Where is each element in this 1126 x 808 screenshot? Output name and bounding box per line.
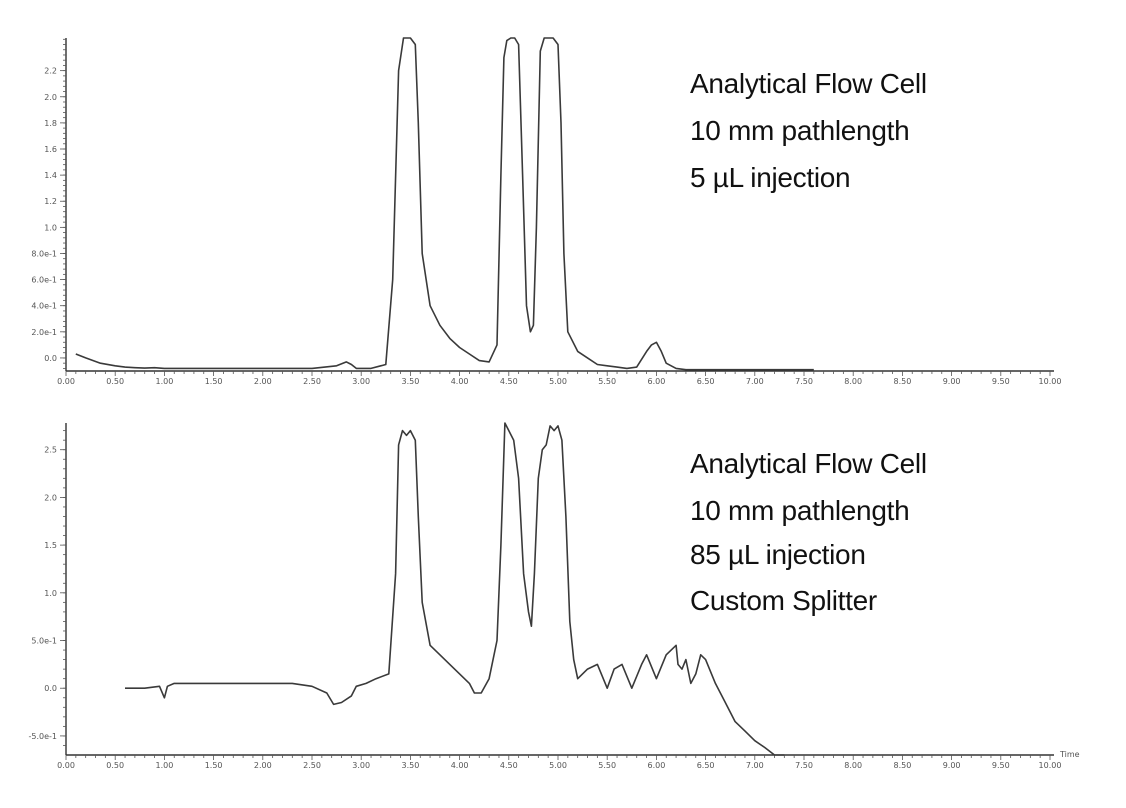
x-tick-label: 10.00 [1039,761,1062,770]
x-tick-label: 8.00 [844,377,862,386]
y-tick-label: 1.5 [44,541,57,550]
x-tick-label: 1.00 [155,761,173,770]
chromatogram-top: Analytical Flow Cell 10 mm pathlength 5 … [31,37,1062,386]
series-line [125,422,785,756]
y-tick-label: 2.0 [44,93,57,102]
x-tick-label: 0.50 [106,377,124,386]
x-tick-label: 3.50 [401,377,419,386]
chromatogram-bottom: Analytical Flow Cell 10 mm pathlength 85… [28,422,1080,770]
y-tick-label: 0.0 [44,354,57,363]
x-tick-label: 9.50 [992,761,1010,770]
x-tick-label: 1.50 [205,761,223,770]
x-tick-label: 7.50 [795,761,813,770]
y-tick-label: -5.0e-1 [28,732,57,741]
y-tick-label: 2.5 [44,446,57,455]
x-tick-label: 0.50 [106,761,124,770]
x-tick-label: 7.50 [795,377,813,386]
x-tick-label: 10.00 [1039,377,1062,386]
x-tick-label: 8.00 [844,761,862,770]
x-tick-label: 4.50 [500,377,518,386]
x-tick-label: 5.00 [549,377,567,386]
x-tick-label: 5.00 [549,761,567,770]
x-tick-label: 9.50 [992,377,1010,386]
x-tick-label: 0.00 [57,761,75,770]
x-tick-label: 6.50 [697,377,715,386]
y-tick-label: 1.8 [44,119,57,128]
y-tick-label: 2.0e-1 [31,328,57,337]
x-tick-label: 3.50 [401,761,419,770]
y-tick-label: 2.2 [44,67,57,76]
x-tick-label: 2.50 [303,377,321,386]
x-tick-label: 3.00 [352,761,370,770]
x-tick-label: 7.00 [746,761,764,770]
x-tick-label: 2.50 [303,761,321,770]
x-tick-label: 9.00 [943,761,961,770]
x-tick-label: 6.00 [647,377,665,386]
annotation-top-line-3: 5 µL injection [690,162,850,193]
annotation-bottom-line-2: 10 mm pathlength [690,495,909,526]
x-tick-label: 4.00 [451,377,469,386]
y-tick-label: 0.0 [44,684,57,693]
y-tick-label: 6.0e-1 [31,276,57,285]
x-tick-label: 9.00 [943,377,961,386]
x-tick-label: 2.00 [254,761,272,770]
y-tick-label: 5.0e-1 [31,637,57,646]
x-tick-label: 6.50 [697,761,715,770]
x-tick-label: 6.00 [647,761,665,770]
annotation-bottom-line-1: Analytical Flow Cell [690,448,927,479]
series-line [75,37,814,371]
x-tick-label: 7.00 [746,377,764,386]
y-tick-label: 1.2 [44,197,57,206]
y-tick-label: 1.0 [44,589,57,598]
x-tick-label: 4.50 [500,761,518,770]
x-tick-label: 8.50 [893,761,911,770]
x-tick-label: 8.50 [893,377,911,386]
x-tick-label: 4.00 [451,761,469,770]
y-tick-label: 1.6 [44,145,57,154]
x-tick-label: 1.50 [205,377,223,386]
y-tick-label: 8.0e-1 [31,249,57,258]
y-tick-label: 1.4 [44,171,57,180]
y-tick-label: 4.0e-1 [31,302,57,311]
x-tick-label: 1.00 [155,377,173,386]
x-tick-label: 2.00 [254,377,272,386]
annotation-top-line-1: Analytical Flow Cell [690,68,927,99]
annotation-bottom-line-4: Custom Splitter [690,585,877,616]
y-tick-label: 2.0 [44,493,57,502]
x-tick-label: 5.50 [598,377,616,386]
y-tick-label: 1.0 [44,223,57,232]
x-tick-label: 0.00 [57,377,75,386]
x-tick-label: 3.00 [352,377,370,386]
annotation-bottom-line-3: 85 µL injection [690,539,866,570]
x-axis-label: Time [1059,750,1080,759]
x-tick-label: 5.50 [598,761,616,770]
annotation-top-line-2: 10 mm pathlength [690,115,909,146]
